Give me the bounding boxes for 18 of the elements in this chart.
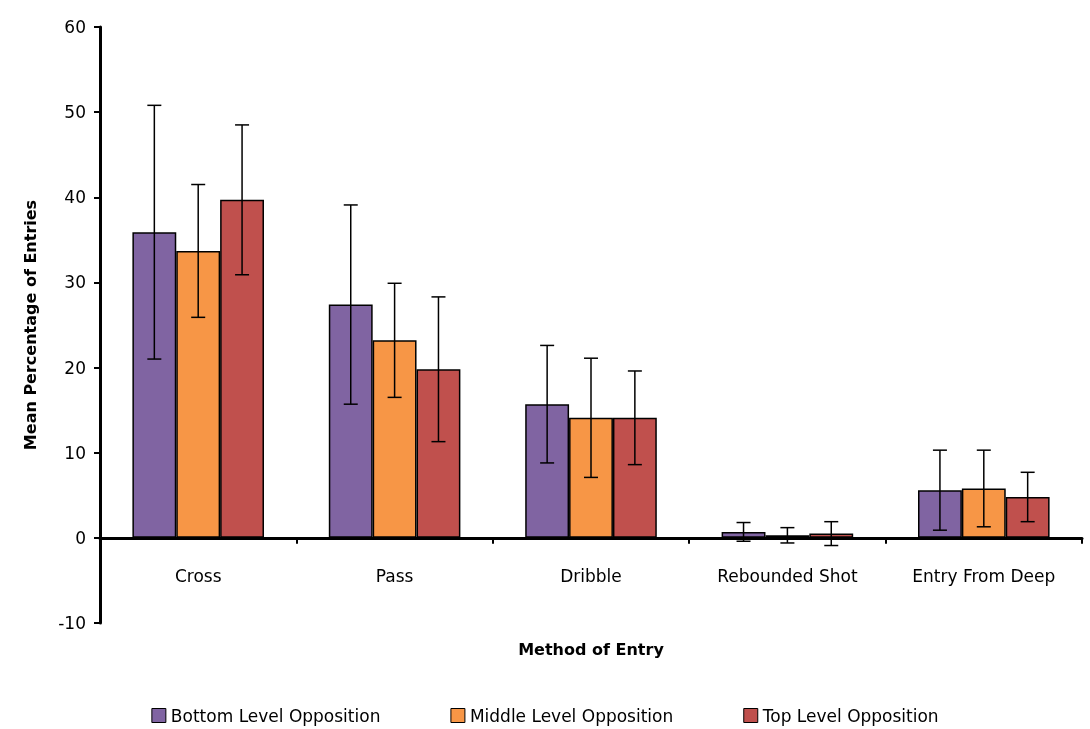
legend-label: Bottom Level Opposition — [170, 705, 381, 726]
x-tick-label: Rebounded Shot — [717, 565, 858, 586]
x-axis-title: Method of Entry — [518, 639, 665, 659]
x-tick-label: Dribble — [560, 565, 622, 586]
y-tick-label: 40 — [64, 187, 86, 208]
x-tick-label: Entry From Deep — [912, 565, 1056, 586]
y-tick-label: 60 — [64, 17, 86, 37]
y-tick-label: 10 — [64, 442, 86, 463]
y-tick-label: 30 — [64, 272, 86, 293]
y-tick-label: 20 — [64, 357, 86, 378]
y-axis-title: Mean Percentage of Entries — [20, 199, 40, 451]
y-tick-label: -10 — [58, 613, 86, 633]
y-tick-label: 0 — [75, 527, 86, 548]
x-tick-label: Pass — [375, 565, 414, 586]
x-tick-label: Cross — [174, 565, 222, 586]
legend-label: Middle Level Opposition — [469, 705, 674, 726]
y-tick-label: 50 — [64, 102, 86, 123]
legend-label: Top Level Opposition — [761, 705, 939, 726]
